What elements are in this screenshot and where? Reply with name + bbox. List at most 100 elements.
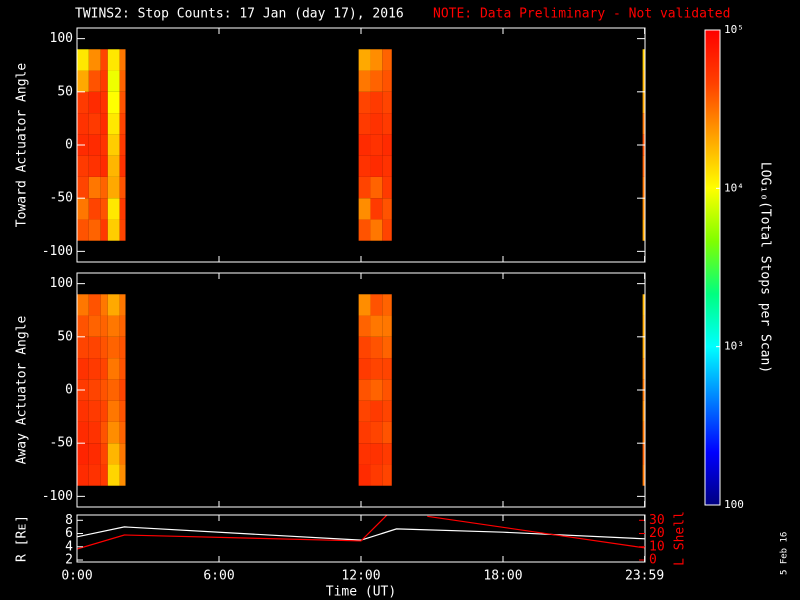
heat-cell: [88, 49, 101, 71]
heat-cell: [370, 176, 383, 199]
y-axis-label: R [Rᴇ]: [15, 515, 30, 562]
heat-cell: [358, 294, 371, 316]
heat-cell: [382, 155, 392, 177]
y-tick-label: 4: [65, 539, 73, 554]
y-tick-label: -100: [42, 244, 73, 259]
heat-cell: [370, 91, 383, 114]
heat-cell: [88, 379, 101, 401]
y2-tick-label: 0: [649, 553, 657, 568]
heat-cell: [100, 91, 108, 114]
heat-cell: [358, 155, 371, 177]
heat-cell: [88, 400, 101, 422]
heat-cell: [382, 443, 392, 465]
heat-cell: [100, 421, 108, 444]
line-series: [77, 526, 645, 541]
y-tick-label: 8: [65, 513, 73, 528]
heat-cell: [88, 219, 101, 241]
y-tick-label: 50: [57, 84, 73, 99]
heat-cell: [119, 155, 126, 177]
heat-cell: [382, 113, 392, 135]
heat-cell: [358, 134, 371, 156]
heat-cell: [642, 91, 645, 114]
heat-cell: [88, 294, 101, 316]
heat-cell: [358, 464, 371, 486]
heat-cell: [107, 400, 120, 422]
heat-cell: [88, 134, 101, 156]
heat-cell: [382, 91, 392, 114]
heat-cell: [358, 113, 371, 135]
heat-cell: [370, 219, 383, 241]
heat-cell: [88, 155, 101, 177]
heat-cell: [77, 464, 89, 486]
heat-cell: [107, 421, 120, 444]
heat-cell: [642, 443, 645, 465]
colorbar-tick-label: 100: [724, 498, 744, 511]
heat-cell: [77, 336, 89, 359]
heat-cell: [382, 198, 392, 220]
heat-cell: [370, 315, 383, 337]
heat-cell: [382, 70, 392, 92]
heat-cell: [642, 70, 645, 92]
heat-cell: [100, 155, 108, 177]
heat-cell: [382, 315, 392, 337]
heat-cell: [119, 219, 126, 241]
heat-cell: [119, 336, 126, 359]
note: NOTE: Data Preliminary - Not validated: [433, 7, 730, 22]
heat-cell: [358, 358, 371, 380]
heat-cell: [119, 134, 126, 156]
colorbar-tick-label: 10⁴: [724, 181, 744, 194]
heat-cell: [382, 176, 392, 199]
heat-cell: [77, 400, 89, 422]
heat-cell: [107, 134, 120, 156]
x-axis-label: Time (UT): [326, 585, 396, 600]
heat-cell: [100, 176, 108, 199]
heat-cell: [119, 91, 126, 114]
heat-cell: [119, 421, 126, 444]
heat-cell: [119, 443, 126, 465]
heat-cell: [119, 113, 126, 135]
heat-cell: [88, 176, 101, 199]
heat-cell: [370, 464, 383, 486]
heat-cell: [107, 294, 120, 316]
heat-cell: [77, 91, 89, 114]
heat-cell: [119, 379, 126, 401]
heat-cell: [119, 315, 126, 337]
x-tick-label: 23:59: [625, 569, 664, 584]
y-tick-label: 2: [65, 553, 73, 568]
y-tick-label: -100: [42, 489, 73, 504]
heat-cell: [119, 49, 126, 71]
heat-cell: [119, 294, 126, 316]
y-tick-label: 6: [65, 526, 73, 541]
heat-cell: [358, 421, 371, 444]
heat-cell: [370, 70, 383, 92]
heat-cell: [370, 49, 383, 71]
heat-cell: [358, 379, 371, 401]
heat-cell: [88, 113, 101, 135]
heat-cell: [107, 70, 120, 92]
heat-cell: [642, 400, 645, 422]
heat-cell: [88, 70, 101, 92]
y-tick-label: 50: [57, 329, 73, 344]
heat-cell: [358, 198, 371, 220]
x-tick-label: 6:00: [203, 569, 234, 584]
heat-cell: [642, 336, 645, 359]
line-series: [77, 515, 645, 550]
x-tick-label: 0:00: [61, 569, 92, 584]
heat-cell: [77, 315, 89, 337]
heat-cell: [382, 134, 392, 156]
y-tick-label: -50: [50, 191, 73, 206]
heat-cell: [642, 464, 645, 486]
plot-frame: [76, 514, 646, 563]
y-tick-label: -50: [50, 436, 73, 451]
heat-cell: [77, 443, 89, 465]
heat-cell: [370, 336, 383, 359]
heat-cell: [107, 155, 120, 177]
heat-cell: [88, 358, 101, 380]
heat-cell: [88, 336, 101, 359]
heat-cell: [370, 358, 383, 380]
heat-cell: [88, 443, 101, 465]
heat-cell: [77, 219, 89, 241]
y-tick-label: 100: [50, 31, 73, 46]
heat-cell: [642, 294, 645, 316]
